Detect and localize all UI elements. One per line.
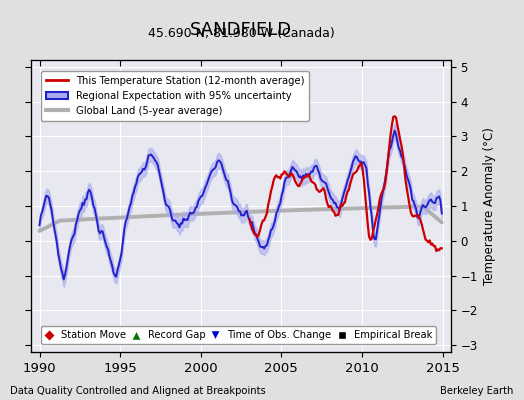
Text: Berkeley Earth: Berkeley Earth bbox=[440, 386, 514, 396]
Legend: Station Move, Record Gap, Time of Obs. Change, Empirical Break: Station Move, Record Gap, Time of Obs. C… bbox=[41, 326, 436, 344]
Y-axis label: Temperature Anomaly (°C): Temperature Anomaly (°C) bbox=[483, 127, 496, 285]
Title: SANDFIELD: SANDFIELD bbox=[190, 21, 292, 39]
Text: Data Quality Controlled and Aligned at Breakpoints: Data Quality Controlled and Aligned at B… bbox=[10, 386, 266, 396]
Text: 45.690 N, 81.980 W (Canada): 45.690 N, 81.980 W (Canada) bbox=[148, 26, 334, 40]
